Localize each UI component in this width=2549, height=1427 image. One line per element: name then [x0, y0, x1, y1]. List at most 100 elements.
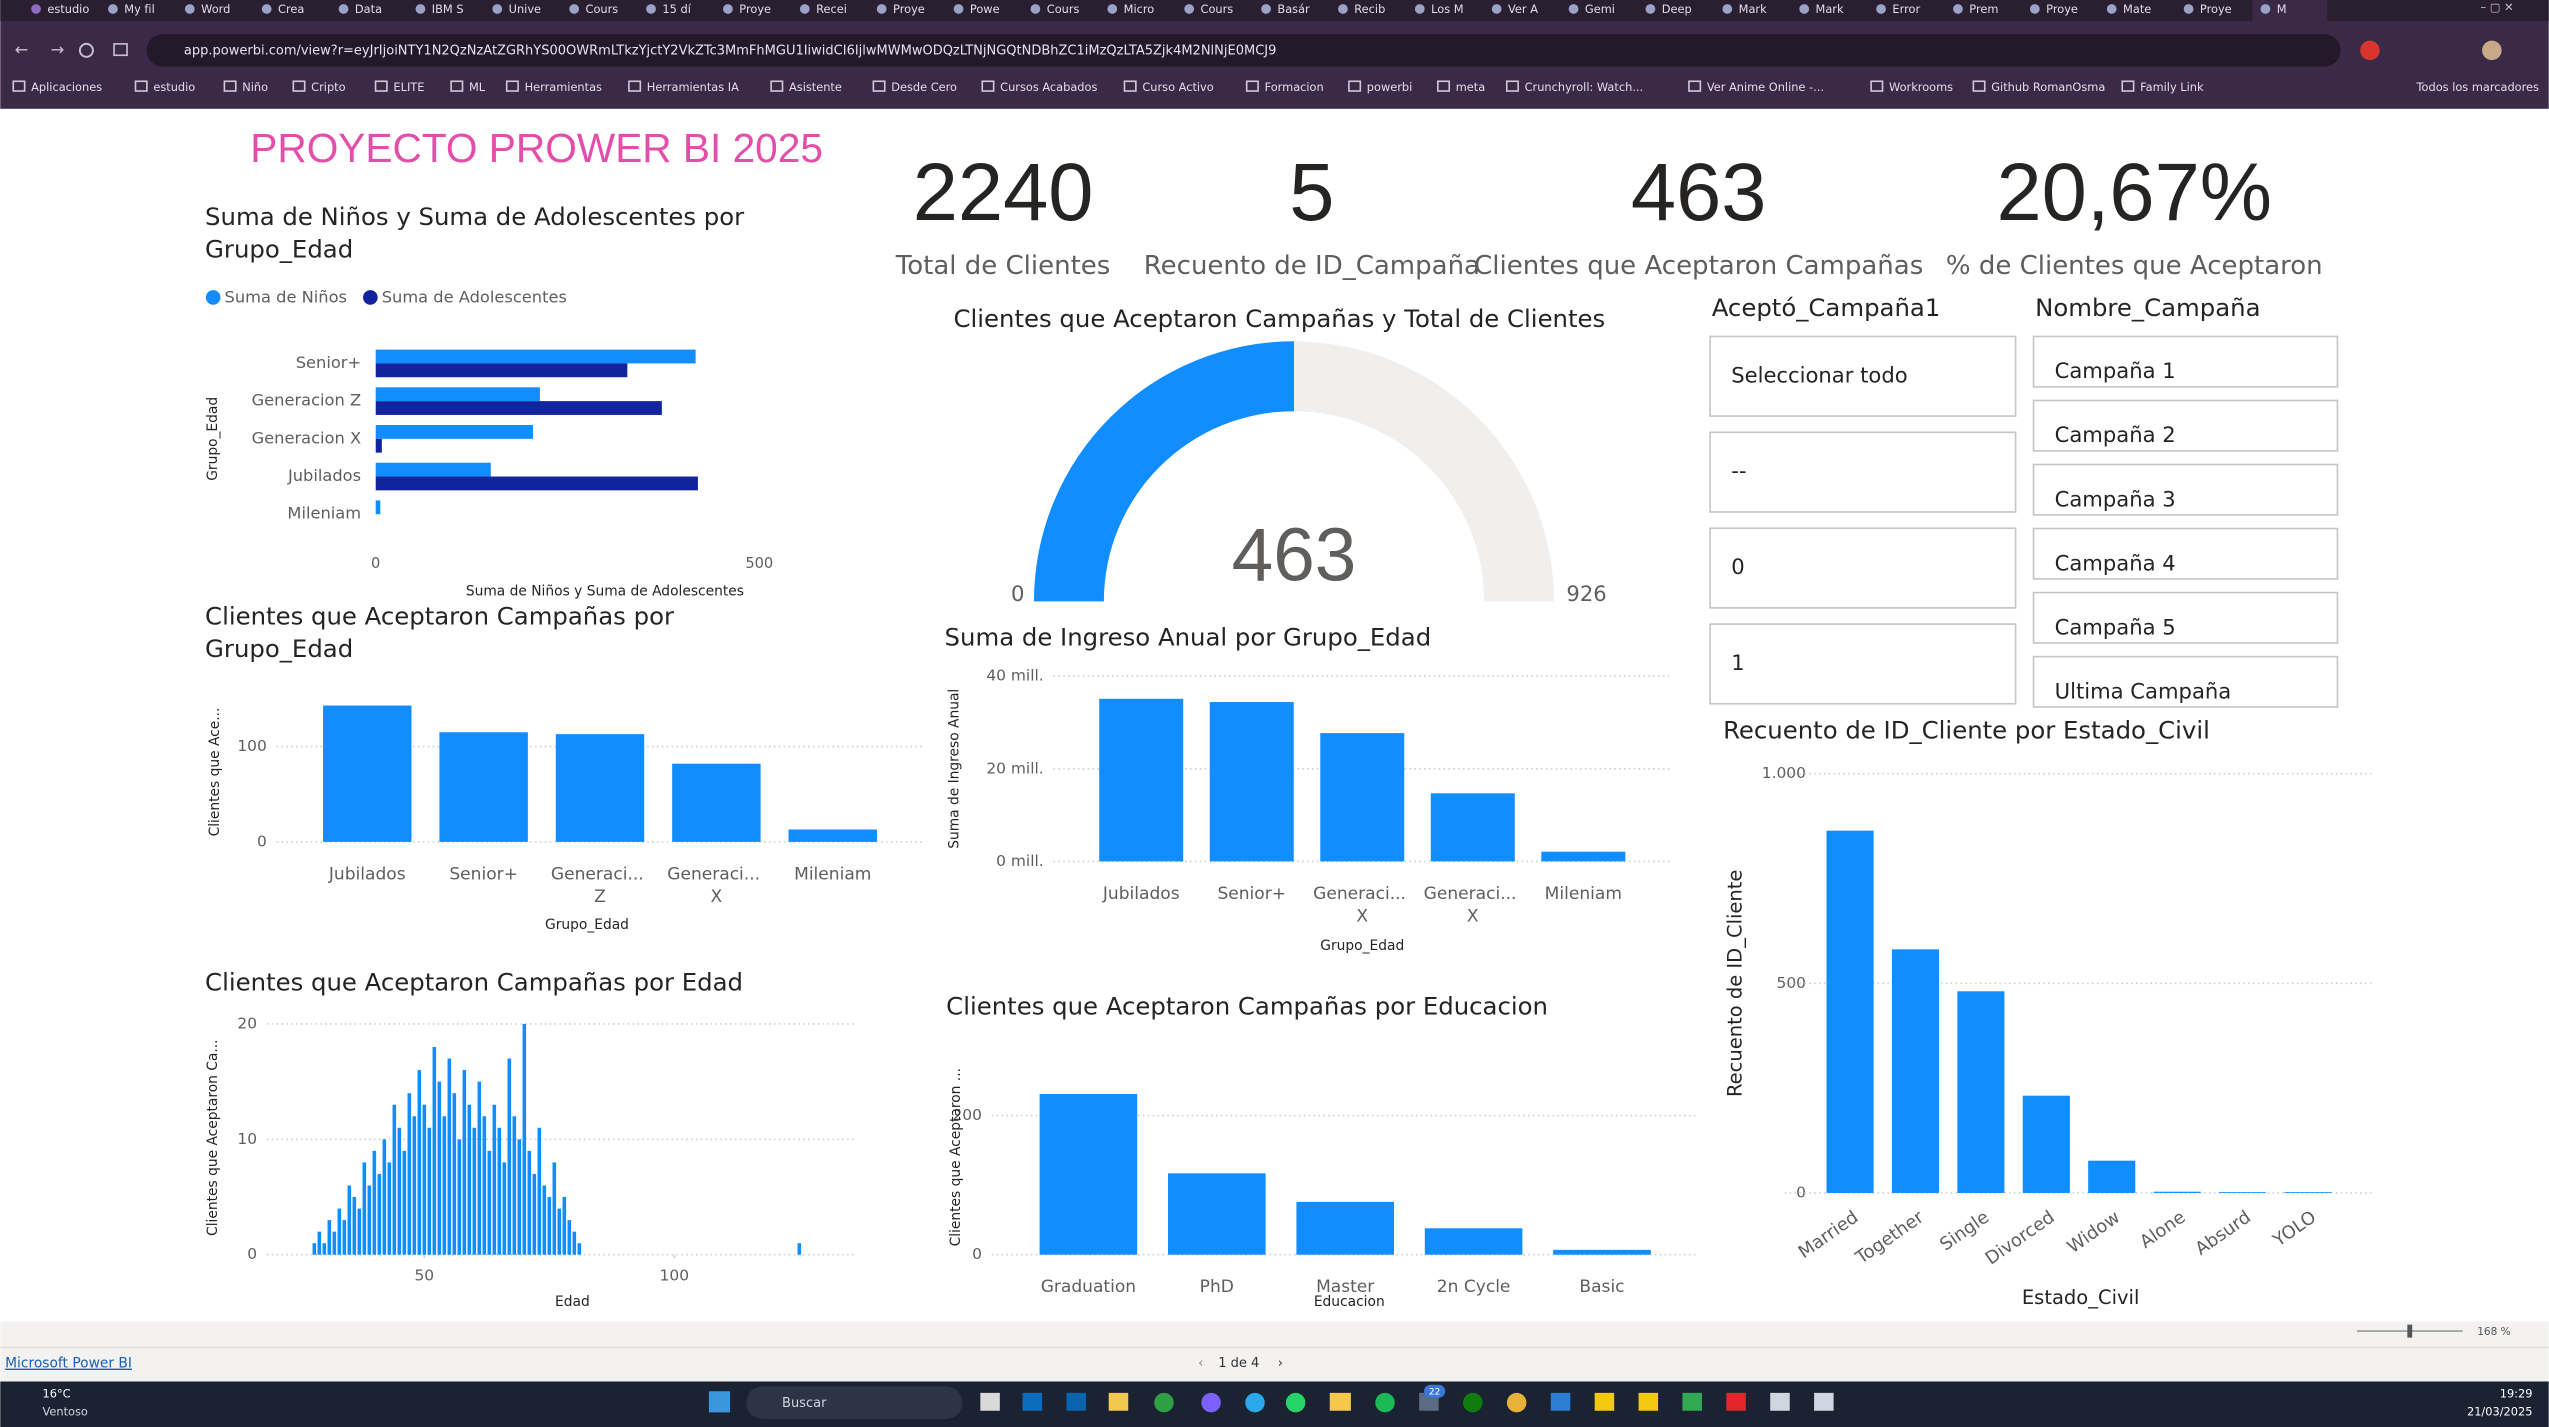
bookmark[interactable]: powerbi	[1367, 80, 1412, 94]
bookmark-icon[interactable]	[628, 80, 642, 92]
tab-icon[interactable]	[1338, 4, 1348, 14]
bookmark[interactable]: Cripto	[311, 80, 345, 94]
app-icon[interactable]	[1201, 1392, 1221, 1413]
slicer-item[interactable]	[1709, 431, 2017, 513]
tab[interactable]: Recei	[816, 2, 847, 16]
tab-icon[interactable]	[1107, 4, 1118, 14]
slicer-item[interactable]	[1709, 623, 2017, 705]
bookmark[interactable]: Workrooms	[1889, 80, 1953, 94]
tab[interactable]: Micro	[1124, 2, 1155, 16]
bookmark[interactable]: Niño	[242, 80, 268, 94]
bookmark[interactable]: meta	[1456, 80, 1485, 94]
slicer-item[interactable]	[2032, 463, 2339, 516]
search-box[interactable]	[746, 1386, 963, 1419]
app-icon[interactable]	[1022, 1392, 1043, 1411]
tab-icon[interactable]	[1799, 4, 1810, 14]
tab-icon[interactable]	[184, 4, 195, 14]
tab[interactable]: Gemi	[1585, 2, 1615, 16]
bookmark-icon[interactable]	[1505, 80, 1519, 92]
tab[interactable]: Los M	[1431, 2, 1463, 16]
tab[interactable]: Mark	[1739, 2, 1767, 16]
tab-icon[interactable]	[723, 4, 733, 14]
bookmark-icon[interactable]	[223, 80, 237, 92]
app-icon[interactable]	[1108, 1392, 1129, 1411]
app-icon[interactable]	[1245, 1392, 1265, 1413]
slicer-item[interactable]	[1709, 527, 2017, 609]
tab[interactable]: My fil	[124, 2, 154, 16]
back-button[interactable]: ←	[15, 40, 29, 59]
all-bookmarks[interactable]: Todos los marcadores	[2416, 80, 2540, 94]
tab[interactable]: Proye	[2046, 2, 2078, 16]
bookmark-icon[interactable]	[872, 80, 886, 92]
bookmark-icon[interactable]	[505, 80, 519, 92]
slicer-item-label[interactable]: Campaña 1	[2055, 358, 2176, 383]
slicer-item-label[interactable]: 0	[1731, 554, 1744, 579]
tab-icon[interactable]	[2029, 4, 2040, 14]
address-bar[interactable]	[146, 34, 2341, 67]
slicer-item-label[interactable]: Campaña 4	[2055, 550, 2176, 575]
tab-icon[interactable]	[338, 4, 349, 14]
tab-icon[interactable]	[1030, 4, 1041, 14]
tab[interactable]: Prem	[1969, 2, 1998, 16]
slicer-item[interactable]	[2032, 399, 2339, 452]
next-page[interactable]: ›	[1278, 1356, 1283, 1371]
tab[interactable]: Deep	[1662, 2, 1692, 16]
prev-page[interactable]: ‹	[1198, 1356, 1203, 1371]
tab-icon[interactable]	[1953, 4, 1963, 14]
bookmark-icon[interactable]	[134, 80, 148, 92]
active-tab[interactable]	[2252, 0, 2328, 22]
tab[interactable]: Proye	[893, 2, 925, 16]
tab[interactable]: Ver A	[1508, 2, 1538, 16]
tab-icon[interactable]	[108, 4, 118, 14]
bookmark-icon[interactable]	[1688, 80, 1702, 92]
app-icon[interactable]	[1154, 1392, 1174, 1413]
slicer-item[interactable]	[2032, 655, 2339, 708]
bookmark-icon[interactable]	[770, 80, 784, 92]
slicer-item-label[interactable]: Campaña 5	[2055, 614, 2176, 639]
app-icon[interactable]	[1506, 1392, 1527, 1413]
tab-icon[interactable]	[1722, 4, 1733, 14]
tab-icon[interactable]	[1568, 4, 1579, 14]
app-icon[interactable]	[1375, 1392, 1395, 1413]
bookmark-icon[interactable]	[450, 80, 464, 92]
app-icon[interactable]	[1638, 1392, 1659, 1411]
bookmark[interactable]: ML	[469, 80, 486, 94]
extension-icon[interactable]	[2360, 40, 2380, 61]
app-icon[interactable]	[1814, 1392, 1834, 1411]
slicer-item[interactable]	[2032, 527, 2339, 580]
bookmark-icon[interactable]	[1123, 80, 1137, 92]
bookmark[interactable]: Desde Cero	[891, 80, 957, 94]
tab-icon[interactable]	[2260, 4, 2271, 14]
slicer-item-label[interactable]: --	[1731, 458, 1746, 483]
tab-icon[interactable]	[31, 4, 41, 14]
tab[interactable]: Proye	[739, 2, 771, 16]
bookmark[interactable]: ELITE	[393, 80, 424, 94]
bookmark[interactable]: Curso Activo	[1142, 80, 1213, 94]
tab-icon[interactable]	[953, 4, 964, 14]
tab[interactable]: Crea	[278, 2, 304, 16]
app-icon[interactable]	[1550, 1392, 1571, 1411]
bookmark-icon[interactable]	[374, 80, 388, 92]
slicer-item-label[interactable]: Ultima Campaña	[2055, 678, 2232, 703]
slicer-item-label[interactable]: Campaña 3	[2055, 486, 2176, 511]
slicer-item[interactable]	[2032, 591, 2339, 644]
tab-icon[interactable]	[1645, 4, 1656, 14]
tab[interactable]: 15 dí	[662, 2, 691, 16]
bookmark[interactable]: Herramientas IA	[647, 80, 739, 94]
bookmark[interactable]: Github RomanOsma	[1991, 80, 2105, 94]
bookmark[interactable]: Cursos Acabados	[1000, 80, 1097, 94]
bookmark-icon[interactable]	[12, 80, 26, 92]
reload-button[interactable]	[78, 42, 94, 58]
tab-icon[interactable]	[2106, 4, 2117, 14]
tab-icon[interactable]	[261, 4, 272, 14]
tab-icon[interactable]	[876, 4, 887, 14]
tab-icon[interactable]	[1414, 4, 1425, 14]
url[interactable]: app.powerbi.com/view?r=eyJrIjoiNTY1N2QzN…	[184, 44, 1276, 59]
forward-button[interactable]: →	[51, 40, 65, 59]
search-placeholder[interactable]: Buscar	[782, 1396, 827, 1411]
app-icon[interactable]	[1594, 1392, 1615, 1411]
app-icon[interactable]	[1329, 1392, 1351, 1411]
bookmark-icon[interactable]	[981, 80, 995, 92]
bookmark-icon[interactable]	[1870, 80, 1884, 92]
app-icon[interactable]	[1285, 1392, 1306, 1413]
